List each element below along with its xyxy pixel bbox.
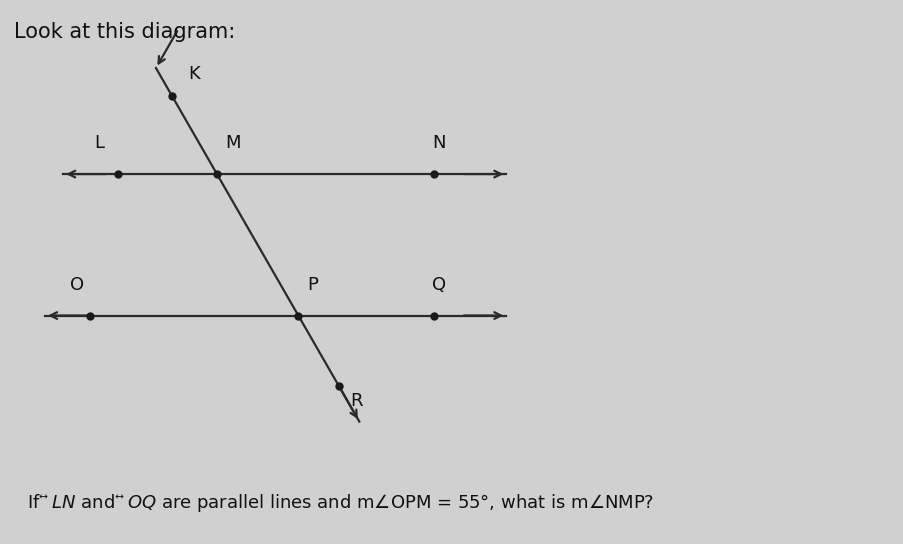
Text: If $\overleftrightarrow{LN}$ and $\overleftrightarrow{OQ}$ are parallel lines an: If $\overleftrightarrow{LN}$ and $\overl… bbox=[27, 492, 654, 514]
Text: P: P bbox=[307, 276, 318, 294]
Text: Q: Q bbox=[432, 276, 446, 294]
Text: O: O bbox=[70, 276, 84, 294]
Text: M: M bbox=[225, 134, 241, 152]
Text: L: L bbox=[94, 134, 105, 152]
Text: Look at this diagram:: Look at this diagram: bbox=[14, 22, 235, 42]
Text: R: R bbox=[349, 392, 362, 410]
Text: K: K bbox=[188, 65, 200, 83]
Text: N: N bbox=[433, 134, 445, 152]
